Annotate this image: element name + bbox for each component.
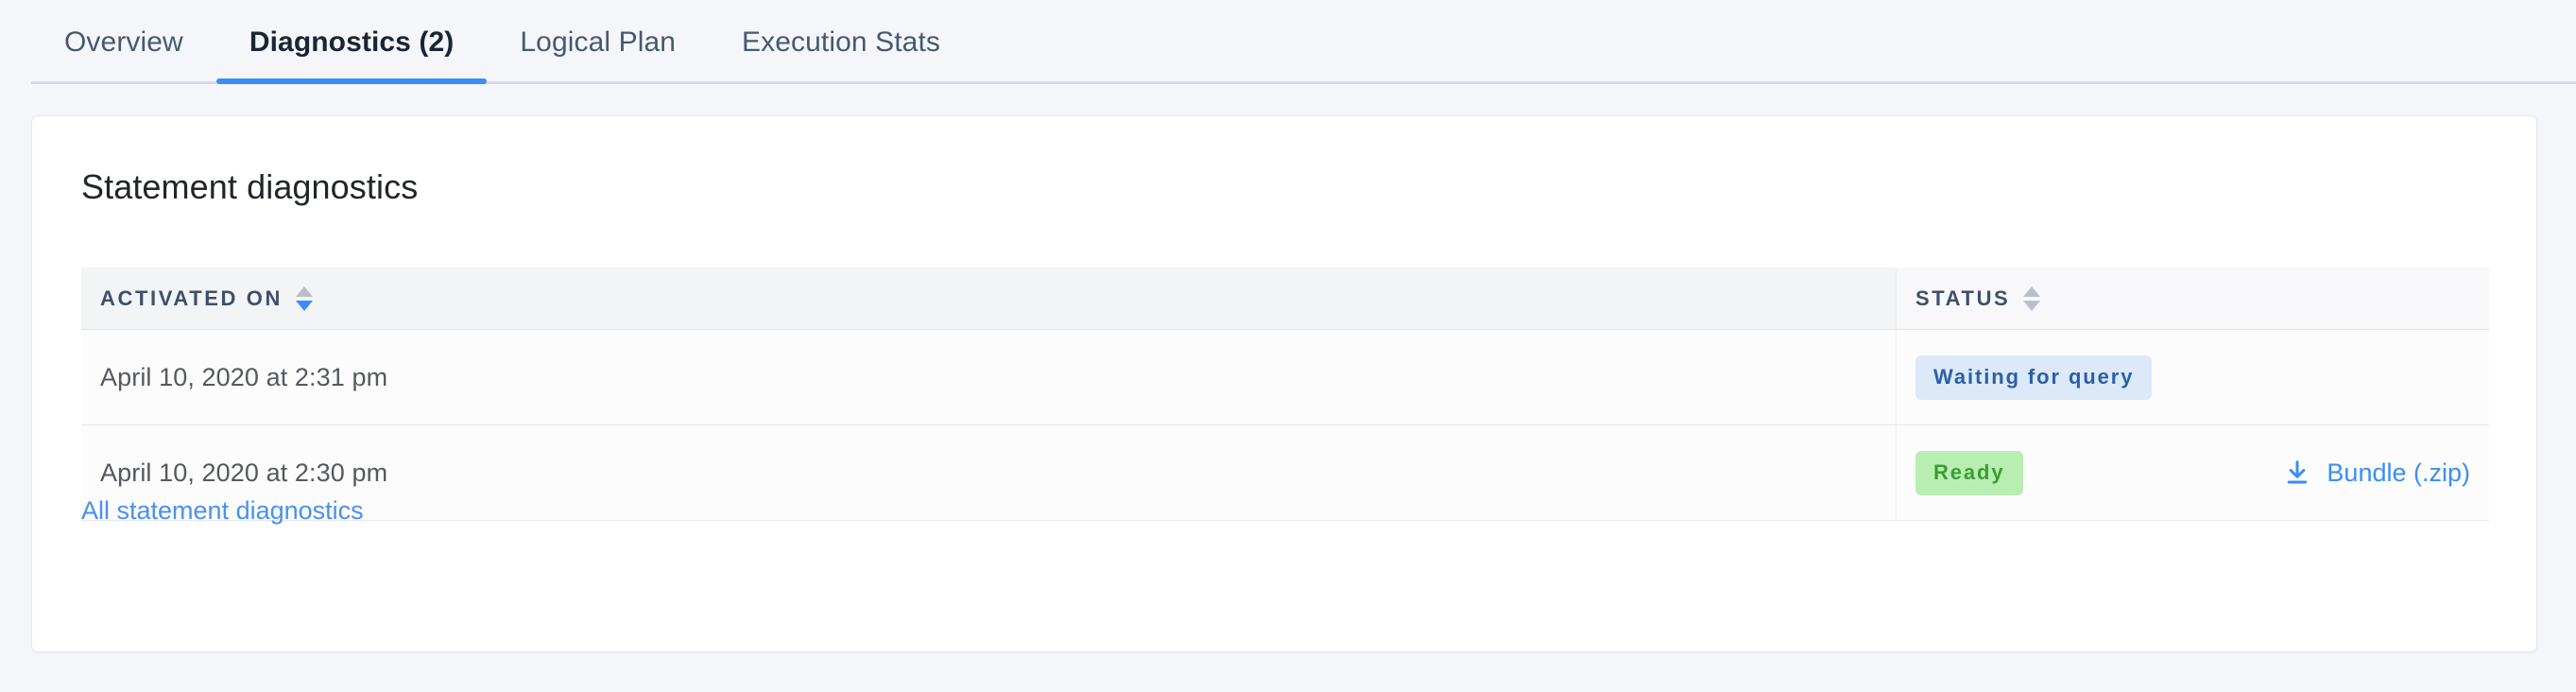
tab-label: Diagnostics (2) [249, 26, 455, 58]
column-header-activated-on[interactable]: Activated on [81, 268, 1896, 329]
download-bundle-label: Bundle (.zip) [2327, 458, 2470, 487]
status-wrapper: Ready Bundle (.zip) [1915, 450, 2489, 495]
diagnostics-table: Activated on Status April 10, 2020 at 2:… [81, 268, 2489, 521]
download-bundle-link[interactable]: Bundle (.zip) [2283, 458, 2470, 488]
sort-arrows-icon[interactable] [295, 285, 313, 311]
sort-descending-arrow [295, 300, 313, 311]
tab-bar-divider [31, 81, 2576, 84]
tab-active-underline [215, 78, 488, 84]
page-title: Statement diagnostics [81, 167, 419, 206]
status-wrapper: Waiting for query [1915, 355, 2489, 400]
statement-diagnostics-card: Statement diagnostics Activated on Statu… [31, 115, 2537, 652]
tab-bar: Overview Diagnostics (2) Logical Plan Ex… [0, 0, 2576, 84]
sort-descending-arrow [2023, 300, 2041, 311]
cell-status: Ready Bundle (.zip) [1896, 425, 2489, 520]
sort-ascending-arrow [2023, 285, 2041, 297]
tab-label: Overview [64, 26, 183, 58]
tab-overview[interactable]: Overview [31, 0, 216, 84]
tab-label: Logical Plan [520, 26, 677, 58]
tab-logical-plan[interactable]: Logical Plan [487, 0, 709, 84]
table-row[interactable]: April 10, 2020 at 2:30 pm Ready Bundl [81, 425, 2489, 521]
tab-label: Execution Stats [742, 26, 940, 58]
sort-arrows-icon[interactable] [2023, 285, 2041, 311]
column-header-status[interactable]: Status [1896, 268, 2489, 329]
status-badge: Ready [1915, 450, 2023, 495]
column-header-label: Status [1915, 285, 2011, 310]
sort-ascending-arrow [295, 285, 313, 297]
tab-execution-stats[interactable]: Execution Stats [709, 0, 973, 84]
activated-on-value: April 10, 2020 at 2:30 pm [100, 458, 388, 487]
tab-diagnostics[interactable]: Diagnostics (2) [215, 0, 488, 84]
download-icon [2283, 458, 2311, 487]
cell-status: Waiting for query [1896, 330, 2489, 424]
cell-activated-on: April 10, 2020 at 2:31 pm [81, 330, 1896, 424]
column-header-label: Activated on [100, 285, 283, 310]
activated-on-value: April 10, 2020 at 2:31 pm [100, 362, 388, 391]
table-header-row: Activated on Status [81, 268, 2489, 330]
all-statement-diagnostics-link[interactable]: All statement diagnostics [81, 496, 364, 525]
cell-activated-on: April 10, 2020 at 2:30 pm [81, 425, 1896, 520]
status-badge: Waiting for query [1915, 355, 2153, 400]
table-row[interactable]: April 10, 2020 at 2:31 pm Waiting for qu… [81, 330, 2489, 425]
